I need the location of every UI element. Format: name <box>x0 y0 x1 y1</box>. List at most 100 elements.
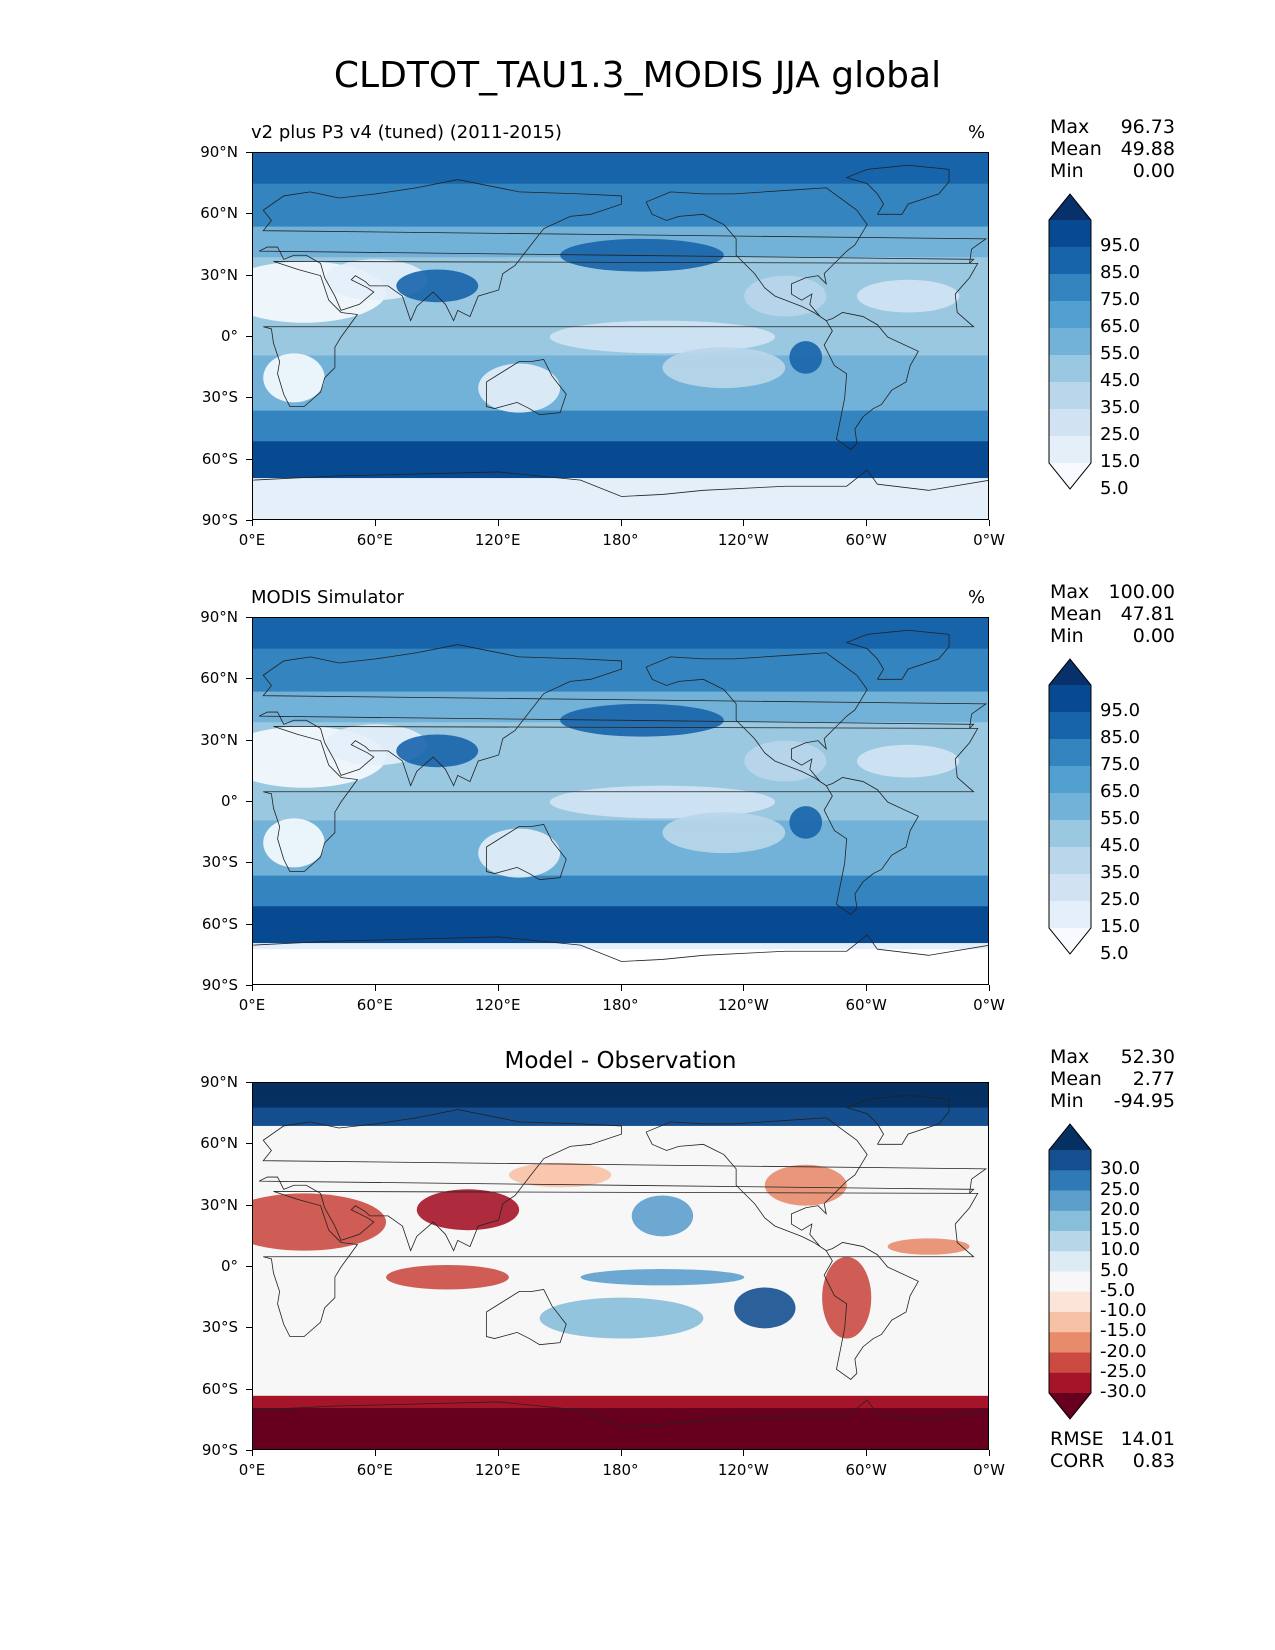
colorbar-tick-label: 15.0 <box>1100 916 1141 937</box>
lat-tick <box>246 739 252 741</box>
colorbar-tick-label: 35.0 <box>1100 397 1141 418</box>
lat-tick <box>246 458 252 460</box>
lat-tick <box>246 801 252 802</box>
mean-label: Mean <box>1050 1068 1102 1090</box>
lon-tick-label: 0°E <box>238 996 266 1014</box>
lat-tick <box>246 152 252 153</box>
lon-tick <box>620 520 622 526</box>
lon-tick <box>989 985 990 991</box>
min-value: -94.95 <box>1113 1090 1175 1112</box>
lon-tick <box>620 1450 622 1456</box>
lon-tick-label: 120°E <box>474 996 521 1014</box>
colorbar-tick-label: 55.0 <box>1100 343 1141 364</box>
lon-tick <box>497 1450 499 1456</box>
lat-tick-label: 30°N <box>200 730 238 749</box>
max-label: Max <box>1050 1046 1090 1068</box>
max-label: Max <box>1050 116 1090 138</box>
panel1-colorbar: 95.0 85.0 75.0 65.0 55.0 45.0 35.0 25.0 15.0 5.0 <box>1048 193 1148 499</box>
panel2-units: % <box>968 587 986 608</box>
lat-tick-label: 30°N <box>200 265 238 284</box>
colorbar-tick-label: 5.0 <box>1100 943 1129 964</box>
lon-tick <box>866 520 868 526</box>
lon-tick-label: 120°W <box>717 1461 769 1479</box>
panel3-map <box>252 1082 989 1450</box>
lat-tick <box>246 1327 252 1329</box>
lat-tick-label: 60°S <box>201 914 238 933</box>
lon-tick-label: 60°E <box>356 1461 393 1479</box>
colorbar-tick-label: 15.0 <box>1100 451 1141 472</box>
panel1-stats: Max 96.73 Mean 49.88 Min 0.00 <box>1050 116 1175 182</box>
lon-tick <box>866 1450 868 1456</box>
lat-tick-label: 30°S <box>201 1318 238 1337</box>
lat-tick-label: 90°N <box>200 608 238 626</box>
colorbar-tick-label: 25.0 <box>1100 424 1141 445</box>
colorbar-tick-label: -25.0 <box>1100 1360 1147 1382</box>
colorbar-tick-label: 30.0 <box>1100 1158 1141 1180</box>
lat-tick <box>246 985 252 986</box>
colorbar-tick-label: -20.0 <box>1100 1340 1147 1362</box>
colorbar-tick-label: 55.0 <box>1100 808 1141 829</box>
lon-tick <box>252 1450 253 1456</box>
lon-tick-label: 120°W <box>717 531 769 549</box>
lat-tick <box>246 1266 252 1267</box>
lon-tick-label: 180° <box>602 531 639 549</box>
lat-tick-label: 0° <box>220 327 238 345</box>
lat-tick-label: 30°S <box>201 388 238 407</box>
colorbar-tick-label: -10.0 <box>1100 1300 1147 1321</box>
lat-tick-label: 90°N <box>200 143 238 161</box>
lon-tick <box>497 985 499 991</box>
colorbar-tick-label: -5.0 <box>1100 1279 1136 1301</box>
lat-tick <box>246 1388 252 1390</box>
panel2-map <box>252 617 989 985</box>
rmse-value: 14.01 <box>1120 1428 1175 1450</box>
colorbar-tick-label: 25.0 <box>1100 889 1141 910</box>
lon-tick <box>374 520 376 526</box>
lon-tick <box>252 985 253 991</box>
lon-tick-label: 60°W <box>845 1461 887 1479</box>
panel3-metrics: RMSE 14.01 CORR 0.83 <box>1050 1428 1175 1472</box>
panel1-units: % <box>968 122 986 143</box>
mean-value: 47.81 <box>1120 603 1175 625</box>
lon-tick-label: 60°W <box>845 996 887 1014</box>
min-label: Min <box>1050 625 1084 647</box>
colorbar-tick-label: 95.0 <box>1100 235 1141 256</box>
max-value: 52.30 <box>1120 1046 1175 1068</box>
lat-tick-label: 60°N <box>200 1134 238 1153</box>
lat-tick <box>246 1204 252 1206</box>
lat-tick-label: 90°N <box>200 1073 238 1091</box>
lat-tick-label: 90°S <box>201 1441 238 1459</box>
colorbar-tick-label: 5.0 <box>1100 1259 1129 1281</box>
lat-tick-label: 0° <box>220 792 238 810</box>
lon-tick-label: 0°E <box>238 531 266 549</box>
colorbar-tick-label: 5.0 <box>1100 478 1129 499</box>
lon-tick-label: 180° <box>602 996 639 1014</box>
lat-tick-label: 60°N <box>200 204 238 223</box>
panel3-stats: Max 52.30 Mean 2.77 Min -94.95 <box>1050 1046 1175 1112</box>
lon-tick <box>743 1450 745 1456</box>
lon-tick-label: 120°W <box>717 996 769 1014</box>
lat-tick <box>246 678 252 680</box>
lon-tick-label: 0°W <box>973 1461 1005 1479</box>
lat-tick <box>246 336 252 337</box>
corr-label: CORR <box>1050 1450 1105 1472</box>
lat-tick <box>246 923 252 925</box>
max-value: 96.73 <box>1120 116 1175 138</box>
lon-tick <box>374 985 376 991</box>
panel2-colorbar: 95.0 85.0 75.0 65.0 55.0 45.0 35.0 25.0 15.0 5.0 <box>1048 658 1148 964</box>
corr-value: 0.83 <box>1132 1450 1175 1472</box>
colorbar-tick-label: 45.0 <box>1100 370 1141 391</box>
lat-tick-label: 90°S <box>201 976 238 994</box>
lon-tick <box>252 520 253 526</box>
colorbar-tick-label: 25.0 <box>1100 1178 1141 1200</box>
mean-label: Mean <box>1050 138 1102 160</box>
min-value: 0.00 <box>1132 625 1175 647</box>
lon-tick <box>620 985 622 991</box>
lon-tick <box>497 520 499 526</box>
lat-tick <box>246 617 252 618</box>
lat-tick-label: 60°S <box>201 449 238 468</box>
panel1-title: v2 plus P3 v4 (tuned) (2011-2015) <box>251 122 562 143</box>
lat-tick <box>246 397 252 399</box>
rmse-label: RMSE <box>1050 1428 1104 1450</box>
lat-tick <box>246 1450 252 1451</box>
colorbar-tick-label: 95.0 <box>1100 700 1141 721</box>
